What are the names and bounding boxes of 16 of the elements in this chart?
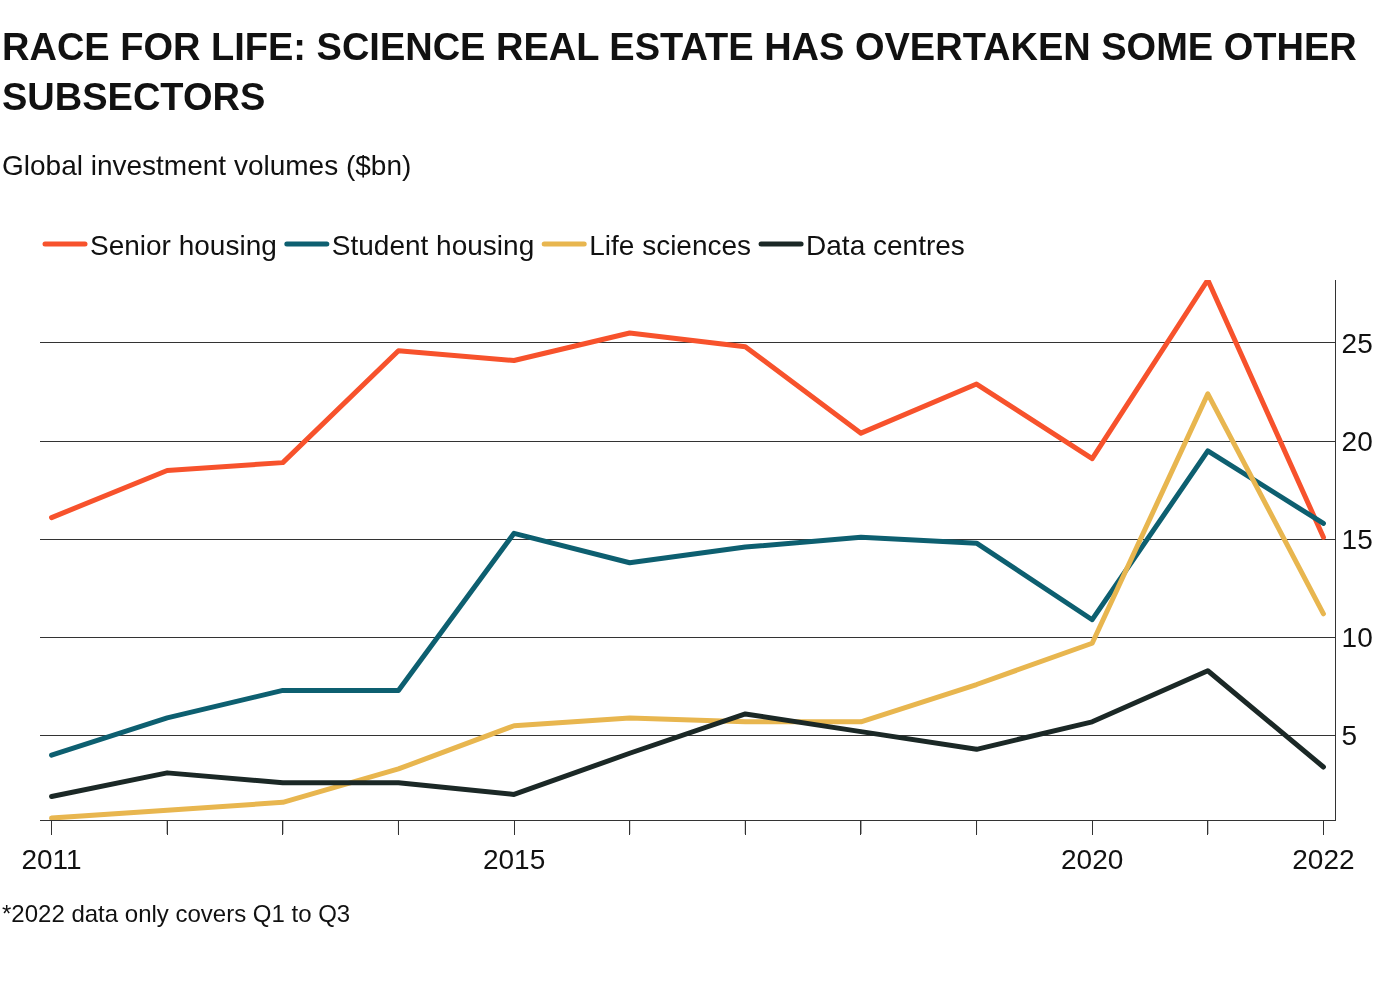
chart-title: RACE FOR LIFE: SCIENCE REAL ESTATE HAS OVERTAKEN SOME OTHER SUBSECTORS xyxy=(2,25,1358,120)
y-tick-label: 10 xyxy=(1341,622,1373,654)
x-tick-label: 2020 xyxy=(1061,843,1124,875)
chart-subtitle: Global investment volumes ($bn) xyxy=(2,150,412,182)
legend-label: Senior housing xyxy=(90,229,277,261)
legend-label: Student housing xyxy=(331,229,535,261)
y-tick-label: 20 xyxy=(1341,425,1373,457)
y-tick-label: 15 xyxy=(1341,524,1373,555)
x-tick-label: 2022 xyxy=(1292,843,1355,875)
legend-label: Data centres xyxy=(806,229,965,261)
x-tick-label: 2015 xyxy=(482,843,546,875)
x-tick-label: 2011 xyxy=(21,843,82,875)
y-tick-label: 5 xyxy=(1341,720,1358,752)
text: *2022 data only covers Q1 to Q3 xyxy=(2,899,351,929)
y-tick-label: 25 xyxy=(1341,327,1373,359)
legend-label: Life sciences xyxy=(589,229,752,261)
